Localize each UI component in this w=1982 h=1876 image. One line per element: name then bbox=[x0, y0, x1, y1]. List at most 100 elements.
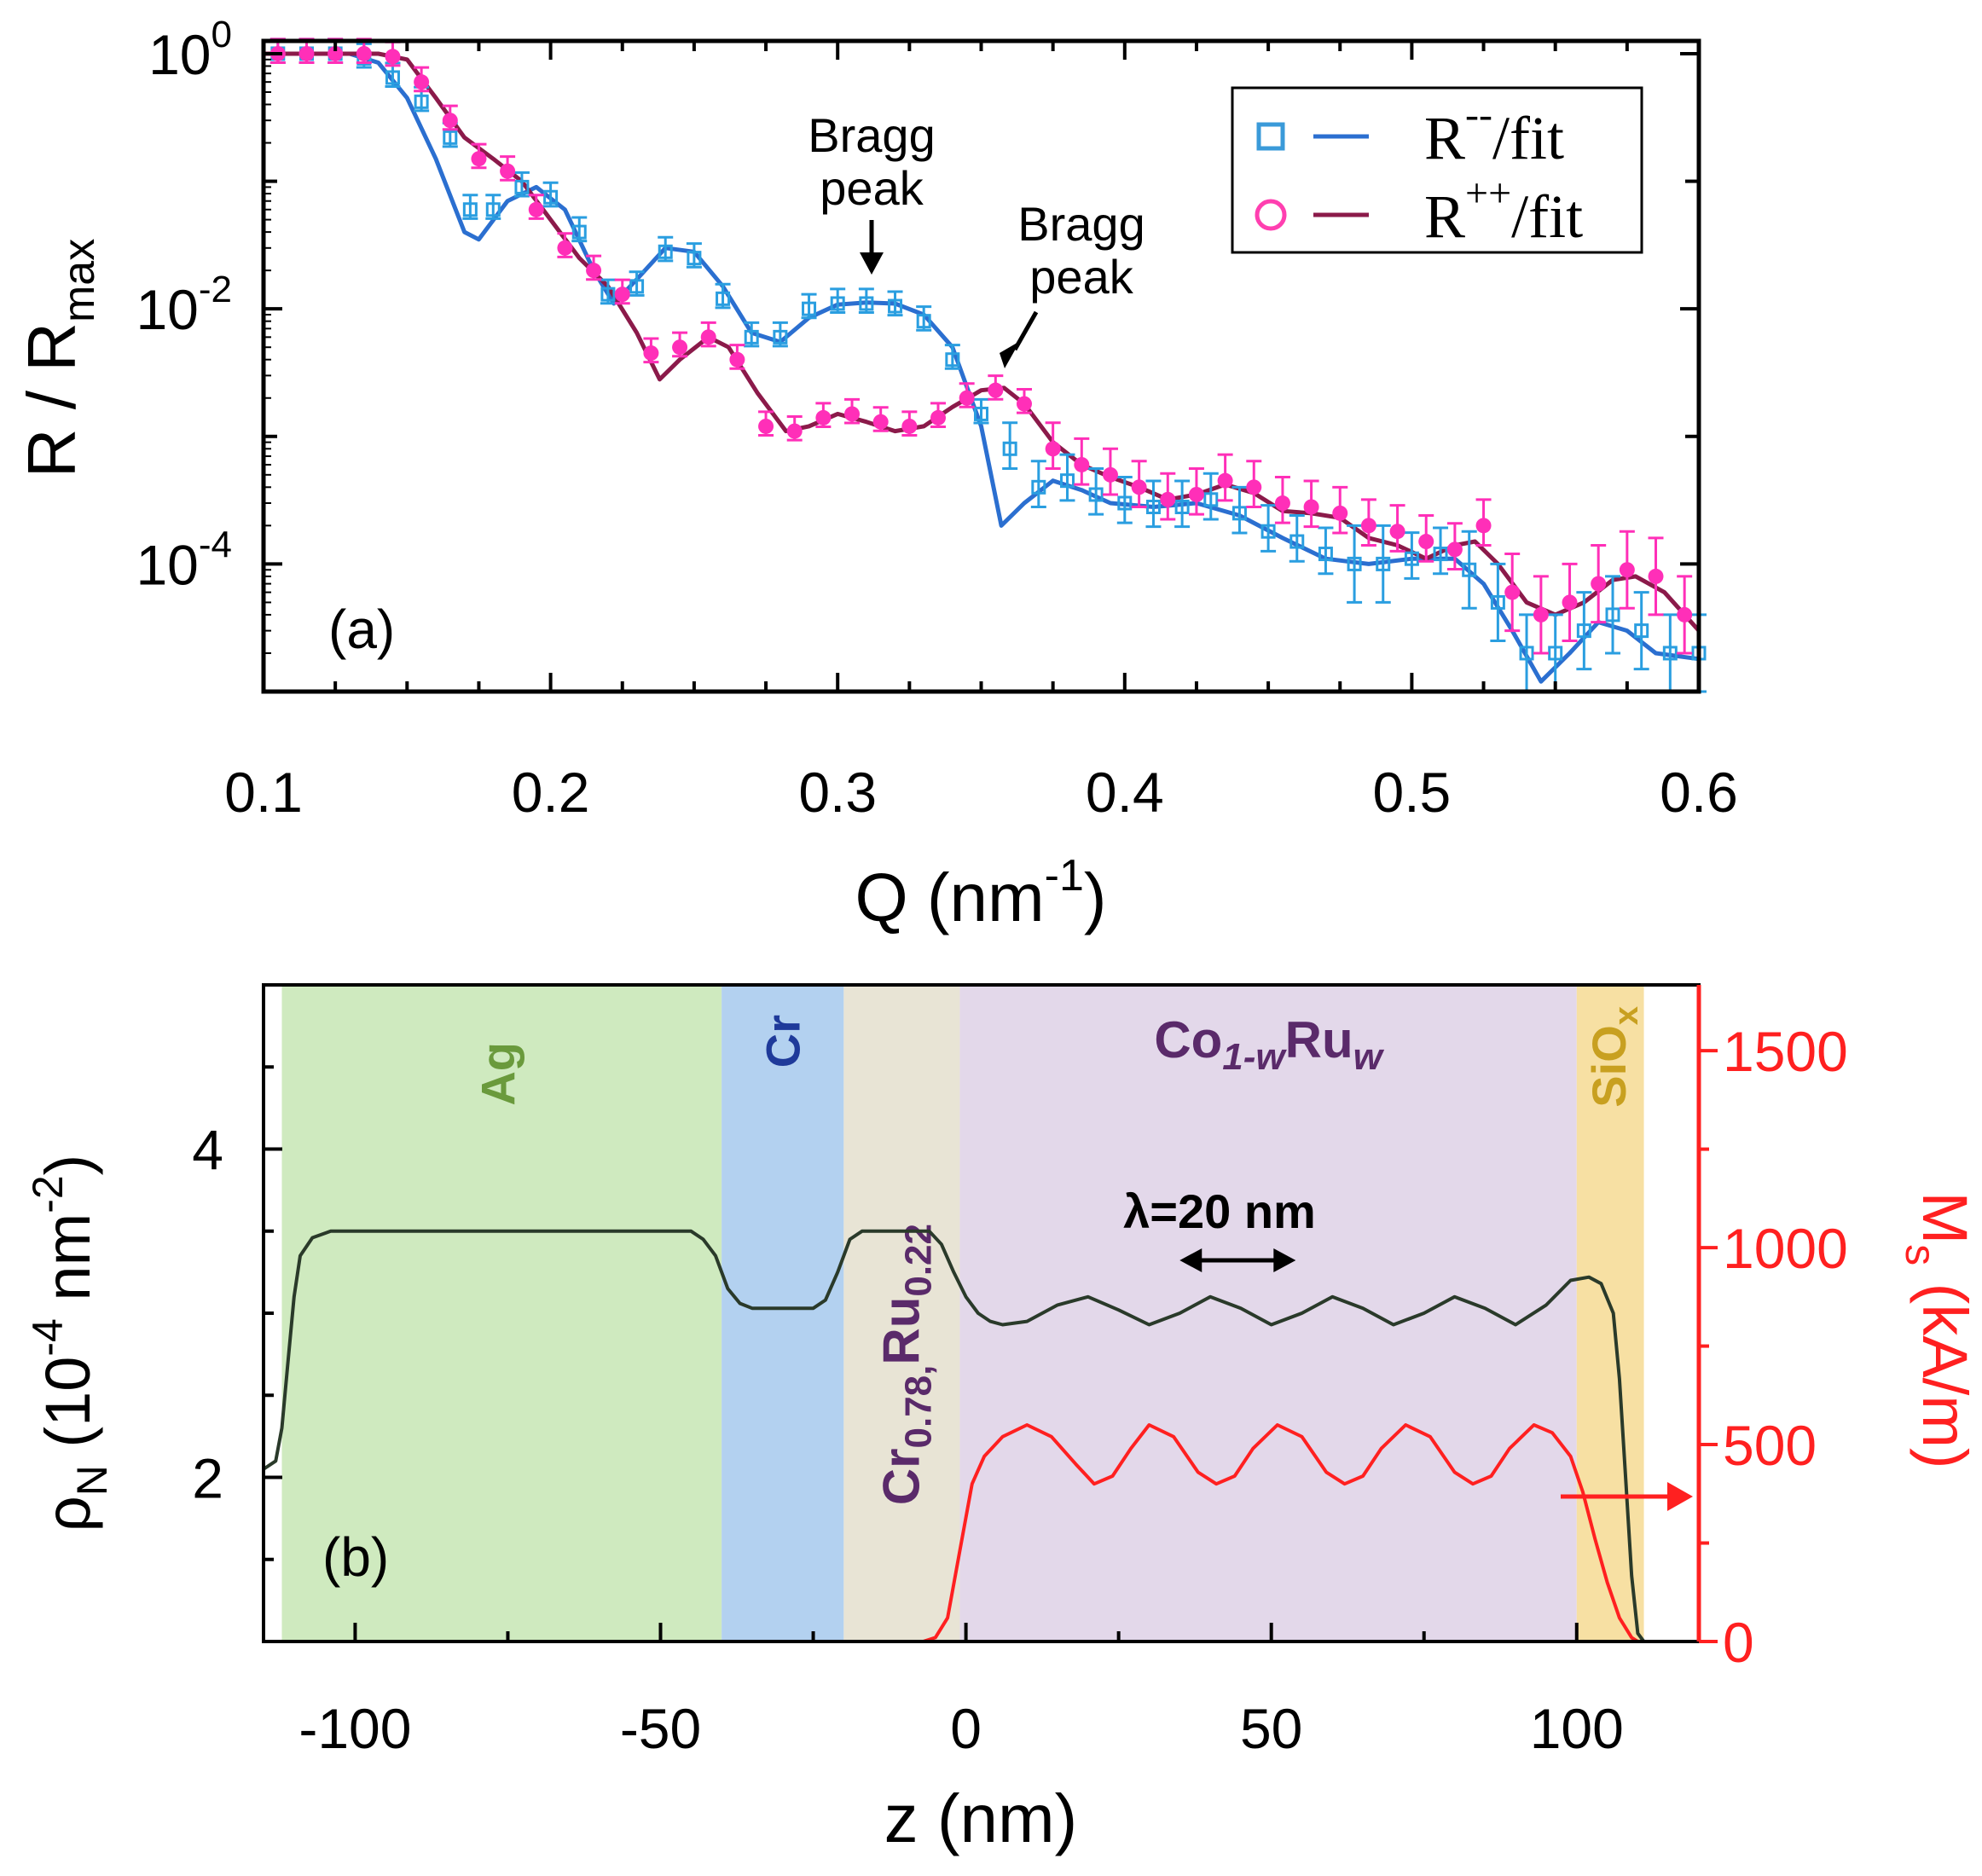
square-marker bbox=[859, 296, 874, 311]
circle-marker bbox=[672, 339, 688, 356]
fit-line-r-plus bbox=[264, 51, 1701, 633]
square-marker bbox=[1376, 556, 1391, 571]
data-point-r-minus bbox=[744, 321, 760, 348]
circle-marker bbox=[872, 414, 889, 430]
circle-marker bbox=[1533, 606, 1549, 622]
circle-marker bbox=[1648, 568, 1664, 584]
square-marker bbox=[1347, 556, 1362, 571]
legend-circle-marker bbox=[1255, 199, 1287, 231]
y-tick-label: 10-4 bbox=[136, 524, 232, 596]
data-point-r-plus bbox=[586, 254, 602, 281]
x-axis-title-b: z (nm) bbox=[884, 1780, 1078, 1856]
data-point-r-minus bbox=[686, 242, 702, 269]
data-point-r-plus bbox=[901, 410, 918, 437]
layer-band-cr078ru022 bbox=[843, 985, 960, 1642]
x-tick-label-b: -100 bbox=[298, 1697, 411, 1760]
circle-marker bbox=[988, 382, 1004, 398]
square-marker bbox=[1605, 607, 1620, 622]
square-marker bbox=[687, 251, 702, 266]
circle-marker bbox=[729, 351, 745, 368]
layer-band-siox bbox=[1576, 985, 1644, 1642]
square-marker bbox=[414, 94, 429, 109]
square-marker bbox=[1203, 492, 1219, 507]
x-tick-label: 0.2 bbox=[512, 761, 590, 824]
data-point-r-minus bbox=[1088, 466, 1104, 516]
data-point-r-plus bbox=[700, 321, 716, 348]
right-tick-label-b: 0 bbox=[1723, 1611, 1754, 1674]
data-point-r-minus bbox=[973, 397, 989, 425]
data-point-r-minus bbox=[801, 292, 817, 320]
circle-marker bbox=[327, 45, 344, 61]
data-point-r-plus bbox=[500, 155, 516, 182]
square-marker bbox=[443, 130, 458, 145]
data-point-r-minus bbox=[1030, 460, 1046, 508]
square-marker bbox=[916, 314, 931, 329]
data-point-r-plus bbox=[1619, 530, 1635, 610]
right-tick-label-b: 1000 bbox=[1723, 1217, 1848, 1280]
data-point-r-minus bbox=[513, 171, 530, 198]
circle-marker bbox=[643, 345, 659, 362]
circle-marker bbox=[557, 240, 573, 256]
data-point-r-minus bbox=[772, 321, 788, 348]
data-point-r-plus bbox=[442, 104, 458, 131]
data-point-r-plus bbox=[528, 194, 544, 220]
data-point-r-plus bbox=[1102, 447, 1118, 496]
data-point-r-plus bbox=[1160, 472, 1176, 521]
square-marker bbox=[945, 352, 960, 368]
data-point-r-plus bbox=[672, 331, 688, 358]
data-point-r-minus bbox=[1490, 562, 1506, 642]
data-point-r-plus bbox=[1562, 562, 1578, 642]
legend-box bbox=[1231, 86, 1643, 254]
data-point-r-plus bbox=[815, 402, 832, 428]
circle-marker bbox=[758, 418, 774, 434]
data-point-r-minus bbox=[1116, 475, 1133, 524]
annotation-text-line2: peak bbox=[1029, 250, 1133, 304]
data-point-r-plus bbox=[1131, 460, 1147, 508]
circle-marker bbox=[1360, 518, 1376, 534]
data-point-r-plus bbox=[959, 382, 975, 408]
x-tick-label: 0.6 bbox=[1660, 761, 1738, 824]
data-point-r-minus bbox=[887, 290, 903, 317]
circle-marker bbox=[1677, 606, 1693, 622]
x-tick-label: 0.4 bbox=[1086, 761, 1164, 824]
square-marker bbox=[1462, 562, 1477, 577]
x-axis-ticks-a: 0.1 0.2 0.3 0.4 0.5 0.6 bbox=[224, 41, 1738, 824]
y-tick-label: 10-2 bbox=[136, 269, 232, 341]
square-marker bbox=[1117, 495, 1133, 511]
square-marker bbox=[830, 296, 845, 311]
circle-marker bbox=[1246, 479, 1262, 495]
circle-marker bbox=[1504, 584, 1521, 600]
lambda-label: λ=20 nm bbox=[1123, 1184, 1316, 1238]
square-marker bbox=[1662, 646, 1678, 661]
right-tick-label-b: 1500 bbox=[1723, 1020, 1848, 1083]
data-point-r-plus bbox=[1389, 504, 1405, 553]
square-marker bbox=[1548, 646, 1563, 661]
annotation-arrow-head bbox=[1000, 341, 1020, 368]
square-marker bbox=[1232, 506, 1247, 521]
data-point-r-plus bbox=[557, 232, 573, 258]
x-tick-label-b: -50 bbox=[620, 1697, 701, 1760]
square-marker bbox=[1490, 594, 1505, 610]
data-point-r-minus bbox=[1203, 472, 1219, 521]
square-marker bbox=[629, 279, 645, 294]
y-axis-title-a: R / Rmax bbox=[14, 239, 104, 478]
square-marker bbox=[1318, 547, 1333, 562]
profile-lines bbox=[262, 1229, 1646, 1643]
data-point-r-minus bbox=[571, 216, 588, 243]
data-point-r-plus bbox=[1332, 485, 1348, 535]
data-point-r-plus bbox=[471, 142, 487, 170]
square-marker bbox=[1433, 547, 1448, 562]
data-point-r-plus bbox=[1418, 514, 1434, 563]
square-marker bbox=[1174, 499, 1190, 514]
circle-marker bbox=[930, 409, 947, 426]
square-marker bbox=[543, 189, 559, 205]
x-tick-label: 0.1 bbox=[224, 761, 303, 824]
layer-label-siox: SiOx bbox=[1582, 1006, 1645, 1108]
y-axis-title-left-b: ρN (10-4 nm-2) bbox=[24, 1155, 116, 1532]
data-point-r-minus bbox=[858, 287, 874, 315]
x-tick-label-b: 0 bbox=[950, 1697, 982, 1760]
circle-marker bbox=[700, 329, 716, 345]
circle-marker bbox=[385, 49, 401, 65]
data-point-r-minus bbox=[1461, 530, 1477, 610]
